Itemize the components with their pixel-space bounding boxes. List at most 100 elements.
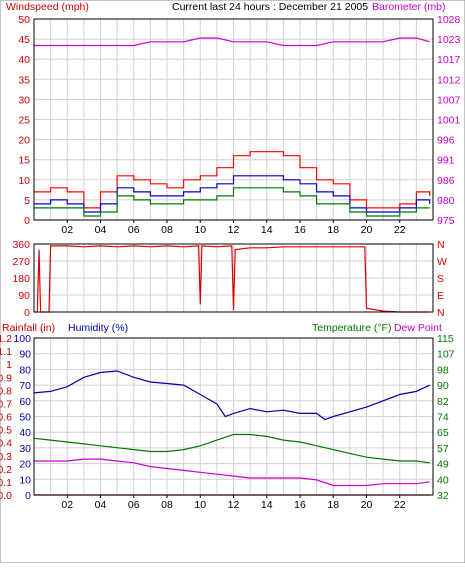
y-tick-label-humidity: 10 [19,474,31,486]
series-minimum-line [34,187,430,217]
y-tick-label-humidity: 100 [13,333,31,345]
windspeed-axis-title: Windspeed (mph) [6,1,89,13]
y-tick-label-rainfall: 0.1 [0,477,12,489]
y-tick-label-barometer: 1017 [437,54,461,66]
y-tick-label-barometer: 980 [437,195,455,207]
series-humidity-line [33,370,430,421]
series-wind-direction-line [34,245,430,313]
x-tick-label: 20 [361,499,373,511]
y-tick-label-temperature: 90 [437,380,449,392]
y-tick-label-barometer: 996 [437,135,455,147]
y-tick-label-windspeed: 15 [18,155,30,167]
x-tick-label: 22 [394,224,406,236]
y-tick-label-barometer: 991 [437,155,455,167]
y-tick-label-rainfall: 0.8 [0,385,12,397]
y-tick-label-windspeed: 30 [18,94,30,106]
y-tick-label-windspeed: 10 [18,175,30,187]
y-tick-label-humidity: 50 [19,412,31,424]
x-tick-label: 10 [194,224,206,236]
y-tick-label-rainfall: 0.5 [0,425,12,437]
y-tick-label-humidity: 40 [19,427,31,439]
temperature-axis-title: Temperature (°F) [312,322,391,334]
y-tick-label-windspeed: 45 [18,34,30,46]
x-tick-label: 16 [294,499,306,511]
y-tick-label-temperature: 107 [437,349,455,361]
y-tick-label-humidity: 80 [19,364,31,376]
x-tick-label: 02 [61,224,73,236]
y-tick-label-humidity: 60 [19,396,31,408]
y-tick-label-compass: E [437,290,444,302]
barometer-axis-title: Barometer (mb) [372,1,446,13]
x-tick-label: 14 [261,224,273,236]
y-tick-label-compass: N [437,307,445,319]
x-tick-label: 06 [128,499,140,511]
x-tick-label: 08 [161,499,173,511]
series-average-line [34,175,431,213]
y-tick-label-rainfall: 0.4 [0,438,12,450]
x-tick-label: 12 [228,499,240,511]
y-tick-label-rainfall: 0.2 [0,464,12,476]
y-tick-label-humidity: 0 [25,490,31,502]
dewpoint-axis-title: Dew Point [394,322,442,334]
x-tick-label: 20 [361,224,373,236]
y-tick-label-direction: 270 [12,256,30,268]
y-tick-label-direction: 360 [12,239,30,251]
y-tick-label-barometer: 1001 [437,115,461,127]
y-tick-label-compass: N [437,239,445,251]
y-tick-label-barometer: 1028 [437,14,461,26]
y-tick-label-windspeed: 35 [18,74,30,86]
x-tick-label: 16 [294,224,306,236]
y-tick-label-rainfall: 0.7 [0,398,12,410]
y-tick-label-humidity: 30 [19,443,31,455]
x-tick-label: 10 [194,499,206,511]
y-tick-label-humidity: 70 [19,380,31,392]
x-tick-label: 18 [327,224,339,236]
y-tick-label-barometer: 986 [437,175,455,187]
y-tick-label-barometer: 1007 [437,94,461,106]
tick-label-layer: 0510152025303540455097598098699199610011… [0,14,461,511]
y-tick-label-humidity: 20 [19,459,31,471]
y-tick-label-temperature: 65 [437,427,449,439]
y-tick-label-direction: 180 [12,273,30,285]
y-tick-label-barometer: 975 [437,215,455,227]
x-tick-label: 08 [161,224,173,236]
y-tick-label-temperature: 98 [437,364,449,376]
y-tick-label-temperature: 57 [437,443,449,455]
x-tick-label: 18 [327,499,339,511]
x-tick-label: 14 [261,499,273,511]
y-tick-label-temperature: 32 [437,490,449,502]
rainfall-axis-title: Rainfall (in) [2,322,55,334]
direction-panel-frame [33,243,434,313]
chart-title: Current last 24 hours : December 21 2005 [172,1,368,13]
y-tick-label-barometer: 1012 [437,74,461,86]
y-tick-label-compass: W [437,256,447,268]
series-barometer-line [34,37,430,47]
y-tick-label-temperature: 40 [437,474,449,486]
y-tick-label-direction: 0 [24,307,30,319]
y-tick-label-temperature: 115 [437,333,454,345]
y-tick-label-windspeed: 20 [18,135,30,147]
y-tick-label-barometer: 1023 [437,34,461,46]
x-tick-label: 02 [61,499,73,511]
y-tick-label-temperature: 74 [437,412,449,424]
y-tick-label-rainfall: 0.6 [0,412,12,424]
y-tick-label-rainfall: 0.3 [0,451,12,463]
y-tick-label-windspeed: 0 [24,215,30,227]
y-tick-label-temperature: 49 [437,459,449,471]
y-tick-label-compass: S [437,273,444,285]
y-tick-label-rainfall: 1 [6,359,12,371]
x-tick-label: 12 [228,224,240,236]
y-tick-label-windspeed: 25 [18,115,30,127]
x-tick-label: 22 [394,499,406,511]
x-tick-label: 06 [128,224,140,236]
y-tick-label-windspeed: 40 [18,54,30,66]
y-tick-label-direction: 90 [18,290,30,302]
y-tick-label-windspeed: 50 [18,14,30,26]
series-gust-line [34,151,431,209]
y-tick-label-humidity: 90 [19,349,31,361]
x-tick-label: 04 [95,224,107,236]
y-tick-label-temperature: 82 [437,396,449,408]
y-tick-label-rainfall: 0.0 [0,490,12,502]
